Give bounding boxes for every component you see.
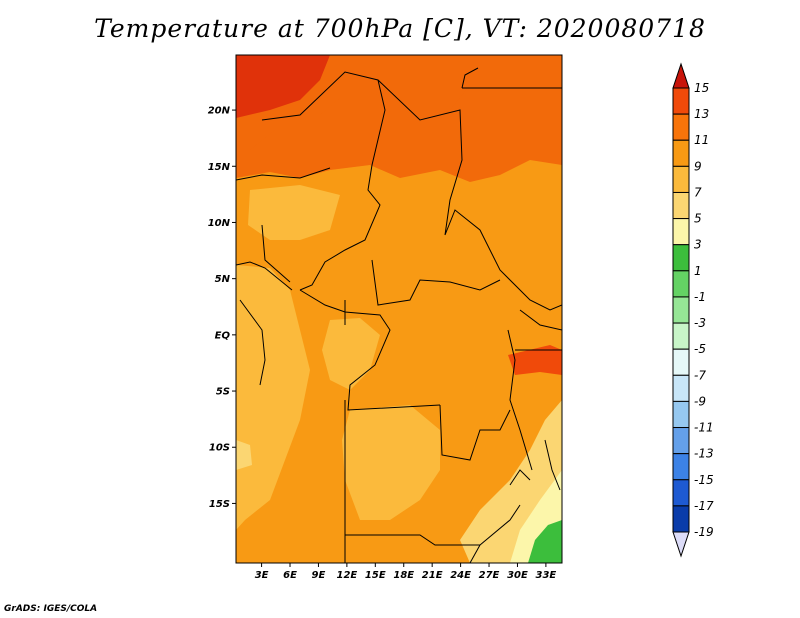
boundary-line <box>519 309 562 331</box>
lon-tick-label: 18E <box>393 570 414 581</box>
colorbar-label: 9 <box>694 159 702 173</box>
field-tropical-mild-west <box>236 265 310 530</box>
colorbar-swatch <box>672 374 690 402</box>
boundary-line <box>509 469 531 486</box>
boundary-line <box>236 261 293 291</box>
colorbar: 15 13 11 9 7 5 3 1 -1 -3 -5 -7 -9 -11 -13 -15 -17 -19 <box>672 62 714 558</box>
boundary-line <box>239 299 266 386</box>
lon-tick-label: 27E <box>479 570 500 581</box>
colorbar-label: 11 <box>694 133 709 147</box>
colorbar-swatch <box>672 87 690 115</box>
colorbar-label: 13 <box>694 107 709 121</box>
lon-tick-label: 12E <box>337 570 358 581</box>
longitude-axis: 3E 6E 9E 12E 15E 18E 21E 24E 27E 30E 33E <box>255 563 557 581</box>
boundary-line <box>345 504 521 546</box>
lon-tick-label: 6E <box>283 570 297 581</box>
colorbar-swatch <box>672 427 690 455</box>
boundary-line <box>439 404 511 461</box>
colorbar-swatch <box>672 348 690 376</box>
boundary-line <box>299 289 441 411</box>
lat-tick-label: 15S <box>209 499 230 510</box>
colorbar-label: -5 <box>694 342 706 356</box>
boundary-line <box>261 71 562 311</box>
field-south-green <box>528 520 562 563</box>
colorbar-label: 7 <box>694 185 702 199</box>
country-boundaries <box>236 67 562 563</box>
lon-tick-label: 24E <box>450 570 471 581</box>
lat-tick-label: 10N <box>208 218 231 229</box>
colorbar-swatch <box>672 296 690 324</box>
field-tropical-mild-southcenter <box>342 405 440 520</box>
field-west-pale <box>236 440 252 470</box>
lon-tick-label: 21E <box>422 570 443 581</box>
colorbar-label: -9 <box>694 394 706 408</box>
colorbar-label: -15 <box>694 473 714 487</box>
boundary-line <box>507 329 533 471</box>
colorbar-label: 3 <box>694 238 702 252</box>
field-great-lakes-hot <box>508 345 562 375</box>
map-title: Temperature at 700hPa [C], VT: 202008071… <box>94 14 706 43</box>
lon-tick-label: 33E <box>536 570 557 581</box>
colorbar-label: -3 <box>694 316 706 330</box>
boundary-line <box>544 439 561 491</box>
boundary-line <box>299 79 386 291</box>
colorbar-label: -1 <box>694 290 706 304</box>
colorbar-label: -17 <box>694 499 714 513</box>
boundary-line <box>371 259 501 306</box>
colorbar-label: -11 <box>694 421 714 435</box>
colorbar-label: -13 <box>694 447 714 461</box>
lat-tick-label: 5S <box>216 387 230 398</box>
lat-tick-label: 10S <box>209 443 230 454</box>
colorbar-label: 15 <box>694 81 709 95</box>
map-frame <box>235 54 563 564</box>
lat-tick-label: 20N <box>208 106 231 117</box>
colorbar-swatch <box>672 218 690 246</box>
colorbar-swatch <box>672 191 690 220</box>
lat-tick-label: 15N <box>208 162 231 173</box>
colorbar-swatch <box>672 139 690 167</box>
lon-tick-label: 3E <box>255 570 269 581</box>
colorbar-swatch <box>672 165 690 193</box>
colorbar-swatch <box>672 113 690 141</box>
temperature-field <box>236 55 562 563</box>
latitude-axis: 20N 15N 10N 5N EQ 5S 10S 15S <box>208 106 236 510</box>
colorbar-top-arrow <box>672 62 690 89</box>
colorbar-bottom-arrow <box>672 531 690 558</box>
colorbar-swatch <box>672 244 690 272</box>
credit-label: GrADS: IGES/COLA <box>4 604 98 614</box>
colorbar-swatch <box>672 479 690 507</box>
lon-tick-label: 9E <box>312 570 326 581</box>
colorbar-swatch <box>672 400 690 429</box>
colorbar-label: 5 <box>694 212 702 226</box>
colorbar-swatch <box>672 453 690 481</box>
colorbar-swatch <box>672 322 690 350</box>
lon-tick-label: 15E <box>365 570 386 581</box>
boundary-line <box>469 544 481 563</box>
colorbar-label: -7 <box>694 368 706 382</box>
colorbar-label: -19 <box>694 525 714 539</box>
lat-tick-label: 5N <box>215 274 231 285</box>
field-north-hot-spot <box>236 55 330 118</box>
field-tropical-mild-north <box>248 185 340 240</box>
boundary-line <box>236 167 331 181</box>
colorbar-swatch <box>672 270 690 298</box>
boundary-line <box>461 67 479 89</box>
colorbar-swatch <box>672 505 690 533</box>
colorbar-label: 1 <box>694 264 702 278</box>
boundary-line <box>261 224 291 283</box>
lon-tick-label: 30E <box>507 570 528 581</box>
lat-tick-label: EQ <box>215 330 231 341</box>
